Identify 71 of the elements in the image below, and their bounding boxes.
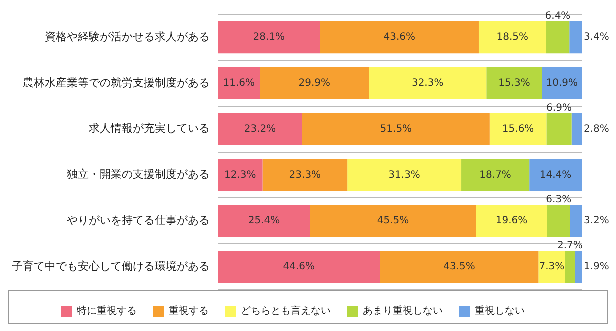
legend-label: どちらとも言えない: [241, 305, 331, 318]
data-label: 6.9%: [546, 102, 572, 114]
data-label: 31.3%: [388, 170, 420, 181]
bar: [218, 205, 310, 238]
data-label: 25.4%: [248, 216, 280, 227]
data-label: 32.3%: [412, 78, 444, 90]
data-label: 44.6%: [283, 262, 316, 273]
data-label: 15.3%: [498, 78, 530, 90]
bar: [538, 250, 566, 284]
bar: [542, 67, 582, 100]
y-tick-label: やりがいを持てる仕事がある: [67, 214, 210, 228]
y-tick-label: 資格や経験が活かせる求人がある: [45, 30, 210, 44]
bar: [570, 205, 582, 238]
legend-label: あまり重視しない: [363, 305, 443, 318]
data-label: 43.6%: [384, 32, 416, 44]
y-tick-label: 農林水産業等での就労支援制度がある: [23, 76, 210, 90]
bar: [476, 205, 548, 238]
bar: [478, 21, 546, 54]
bar: [218, 159, 263, 192]
data-label: 43.5%: [444, 262, 476, 273]
data-label: 51.5%: [380, 124, 412, 135]
bar: [462, 159, 530, 192]
bar: [490, 113, 547, 146]
data-label: 23.3%: [289, 170, 322, 181]
data-label: 19.6%: [496, 216, 528, 227]
data-label: 11.6%: [223, 78, 256, 90]
y-tick-label: 子育て中でも安心して働ける環境がある: [12, 260, 210, 273]
bar: [218, 113, 302, 146]
data-label: 2.8%: [584, 124, 610, 135]
data-label: 23.2%: [244, 124, 276, 135]
data-label: 1.9%: [584, 262, 610, 273]
bar: [565, 250, 576, 284]
data-label: 18.7%: [480, 170, 512, 181]
bar: [262, 159, 348, 192]
y-tick-label: 独立・開業の支援制度がある: [67, 168, 210, 182]
y-tick-label: 求人情報が充実している: [89, 122, 210, 136]
bar: [369, 67, 487, 100]
bar: [218, 67, 260, 100]
data-label: 14.4%: [540, 170, 572, 181]
bar: [218, 250, 380, 284]
bar: [486, 67, 542, 100]
bar: [575, 250, 582, 284]
bar: [310, 205, 476, 238]
data-label: 6.3%: [546, 194, 572, 206]
data-label: 15.6%: [502, 124, 534, 135]
bar: [218, 21, 320, 54]
bar: [320, 21, 479, 54]
legend-label: 重視する: [169, 305, 209, 318]
bar: [380, 250, 539, 284]
bar: [546, 113, 572, 146]
bar: [348, 159, 462, 192]
bar: [572, 113, 582, 146]
bar: [547, 205, 570, 238]
data-label: 45.5%: [377, 216, 410, 227]
legend-label: 重視しない: [475, 305, 525, 318]
data-label: 29.9%: [298, 78, 331, 90]
data-label: 12.3%: [224, 170, 256, 181]
bar: [570, 21, 582, 54]
data-label: 6.4%: [545, 11, 571, 22]
bar: [530, 159, 582, 192]
bar: [546, 21, 570, 54]
data-label: 10.9%: [546, 78, 578, 90]
data-label: 3.4%: [584, 32, 610, 44]
data-label: 2.7%: [557, 240, 583, 252]
data-label: 28.1%: [253, 32, 286, 44]
data-label: 7.3%: [539, 262, 565, 273]
data-label: 18.5%: [496, 32, 529, 44]
legend-label: 特に重視する: [77, 305, 137, 318]
bar: [260, 67, 370, 100]
bar: [302, 113, 490, 146]
data-label: 3.2%: [584, 216, 610, 227]
